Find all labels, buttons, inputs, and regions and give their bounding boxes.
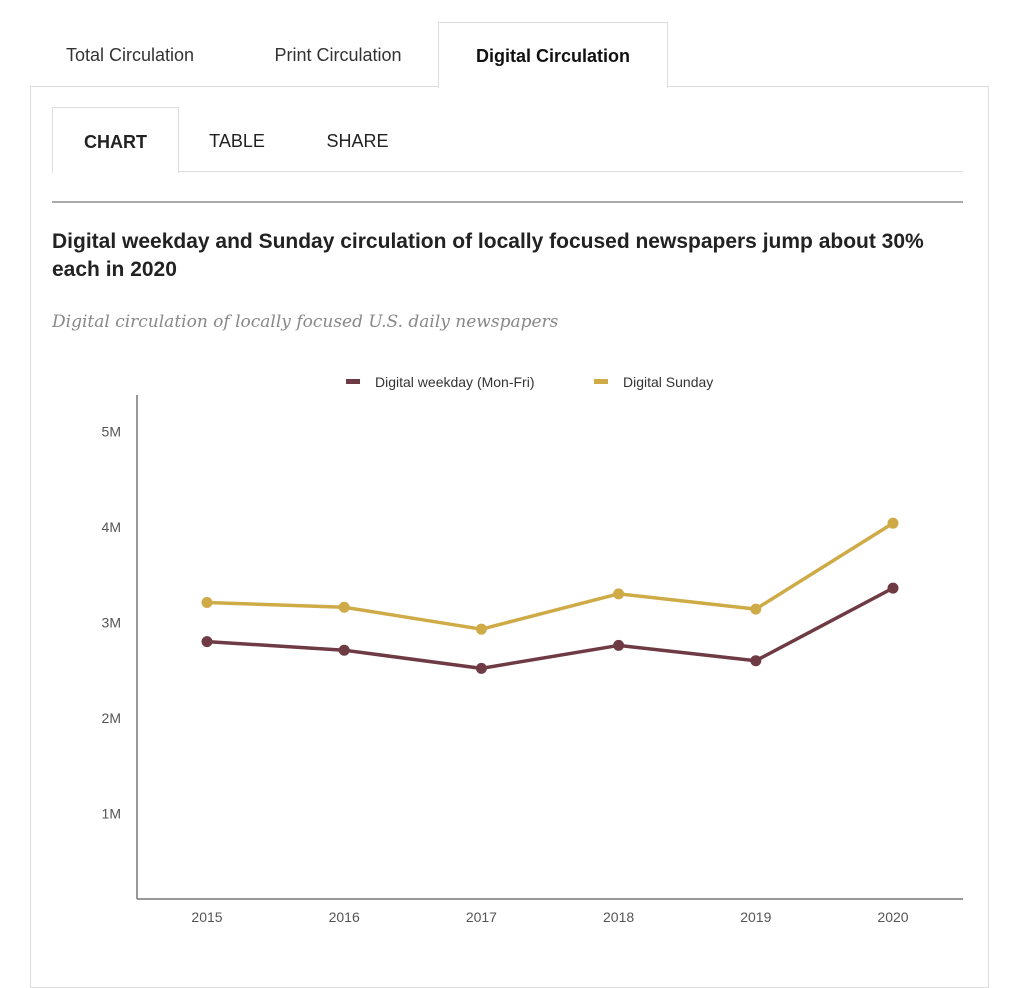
legend-label: Digital weekday (Mon-Fri) bbox=[375, 374, 534, 390]
y-tick-label: 5M bbox=[102, 424, 121, 440]
x-tick-label: 2015 bbox=[191, 909, 222, 925]
tab-divider bbox=[178, 171, 963, 172]
line-chart: 1M 2M 3M 4M 5M 2015 2016 2017 2018 2019 2020 Digita… bbox=[102, 374, 963, 925]
series-line-1 bbox=[206, 521, 894, 631]
data-point bbox=[201, 636, 213, 648]
y-tick-label: 1M bbox=[102, 806, 121, 822]
x-tick-label: 2018 bbox=[603, 909, 634, 925]
data-point bbox=[887, 517, 899, 529]
data-point bbox=[475, 662, 487, 674]
data-point bbox=[750, 603, 762, 615]
x-tick-label: 2019 bbox=[740, 909, 771, 925]
data-point bbox=[750, 655, 762, 667]
data-point bbox=[201, 596, 213, 608]
chart-panel bbox=[30, 86, 989, 988]
chart-title: Digital weekday and Sunday circulation o… bbox=[52, 230, 924, 281]
data-point bbox=[338, 644, 350, 656]
data-point bbox=[613, 639, 625, 651]
tab-share[interactable]: SHARE bbox=[326, 131, 389, 151]
x-tick-label: 2016 bbox=[329, 909, 360, 925]
y-tick-label: 4M bbox=[102, 519, 121, 535]
tab-table[interactable]: TABLE bbox=[209, 131, 265, 151]
series-line-0 bbox=[206, 586, 894, 671]
legend-swatch bbox=[346, 379, 360, 384]
legend-label: Digital Sunday bbox=[623, 374, 713, 390]
x-tick-label: 2020 bbox=[877, 909, 908, 925]
tab-digital-circulation[interactable]: Digital Circulation bbox=[438, 22, 668, 88]
chart-subtitle: Digital circulation of locally focused U… bbox=[52, 312, 559, 332]
tab-chart[interactable]: CHART bbox=[52, 107, 179, 173]
data-point bbox=[338, 601, 350, 613]
y-tick-label: 3M bbox=[102, 615, 121, 631]
data-point bbox=[887, 582, 899, 594]
tab-total-circulation[interactable]: Total Circulation bbox=[65, 45, 195, 65]
tab-print-circulation[interactable]: Print Circulation bbox=[274, 45, 402, 65]
data-point bbox=[475, 623, 487, 635]
legend-swatch bbox=[594, 379, 608, 384]
section-divider bbox=[52, 201, 963, 203]
x-tick-label: 2017 bbox=[466, 909, 497, 925]
y-tick-label: 2M bbox=[102, 710, 121, 726]
data-point bbox=[613, 588, 625, 600]
